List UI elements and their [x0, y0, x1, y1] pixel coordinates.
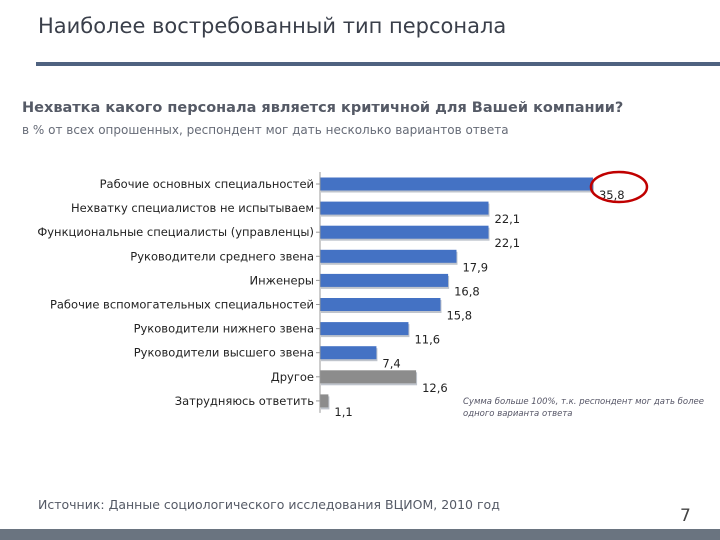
bar	[320, 177, 593, 191]
bar	[320, 273, 449, 287]
value-label: 1,1	[334, 405, 352, 419]
bar	[320, 394, 329, 408]
category-label: Функциональные специалисты (управленцы)	[37, 225, 314, 239]
bar	[320, 298, 441, 311]
bar	[320, 370, 417, 384]
bar	[320, 201, 489, 215]
bar	[320, 225, 489, 239]
title-rule	[36, 62, 720, 66]
source-note: Источник: Данные социологического исслед…	[38, 497, 500, 512]
category-label: Руководители нижнего звена	[134, 322, 314, 336]
value-label: 16,8	[454, 284, 480, 298]
category-label: Другое	[271, 370, 314, 384]
highlight-circle	[589, 170, 649, 204]
slide-title: Наиболее востребованный тип персонала	[38, 14, 507, 38]
value-label: 17,9	[462, 260, 488, 274]
category-label: Руководители среднего звена	[130, 249, 314, 263]
value-label: 22,1	[495, 212, 521, 226]
value-label: 22,1	[495, 236, 521, 250]
chart-note: Сумма больше 100%, т.к. респондент мог д…	[463, 397, 704, 419]
category-label: Инженеры	[249, 273, 314, 287]
page-number: 7	[680, 506, 691, 526]
category-label: Затрудняюсь ответить	[175, 394, 315, 408]
chart-subtitle: в % от всех опрошенных, респондент мог д…	[22, 123, 509, 137]
value-label: 15,8	[446, 309, 472, 323]
category-label: Рабочие вспомогательных специальностей	[50, 298, 314, 312]
bar	[320, 249, 457, 263]
bar	[320, 346, 377, 360]
value-label: 35,8	[599, 188, 625, 202]
bar-chart: Рабочие основных специальностей 35,8 Нехва…	[37, 170, 649, 419]
bar	[320, 322, 409, 336]
value-label: 7,4	[382, 357, 400, 371]
category-label: Руководители высшего звена	[134, 346, 314, 360]
category-label: Рабочие основных специальностей	[100, 177, 314, 191]
value-label: 11,6	[414, 333, 440, 347]
category-label: Нехватку специалистов не испытываем	[71, 201, 314, 215]
chart-title: Нехватка какого персонала является крити…	[22, 100, 624, 116]
value-label: 12,6	[422, 381, 448, 395]
bottom-bar	[0, 529, 720, 540]
